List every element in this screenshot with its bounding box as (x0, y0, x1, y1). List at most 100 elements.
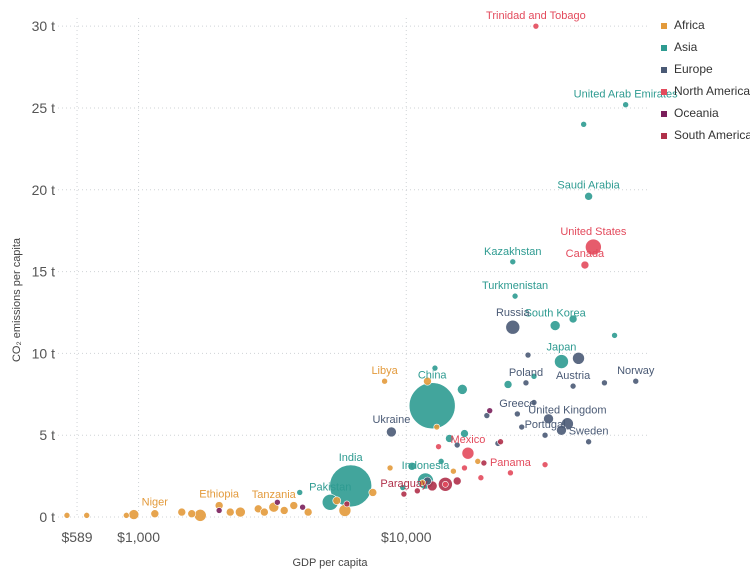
point-label: South Korea (525, 308, 587, 320)
point-label: Japan (546, 342, 576, 354)
data-point (601, 379, 608, 387)
data-point (299, 503, 306, 511)
data-point (480, 459, 488, 467)
point-label: Libya (371, 365, 398, 377)
point-label: Niger (142, 497, 169, 509)
data-point (497, 438, 504, 446)
legend-label: Europe (674, 62, 713, 76)
point-label: Sweden (569, 426, 609, 438)
data-point (543, 413, 554, 425)
data-point (450, 467, 457, 475)
data-point (235, 506, 246, 518)
data-point (332, 496, 342, 505)
data-point (445, 434, 454, 443)
y-tick-label: 15 t (32, 264, 55, 280)
point-label: Pakistan (309, 481, 351, 493)
point-label: Indonesia (402, 460, 451, 472)
data-point (530, 399, 538, 406)
data-point (461, 446, 475, 460)
data-point (549, 320, 561, 331)
data-point (431, 364, 439, 372)
point-label: Portugal (525, 419, 566, 431)
legend-swatch (661, 45, 667, 51)
data-point (632, 377, 640, 385)
data-point (123, 512, 130, 519)
point-label: Mexico (451, 434, 486, 446)
data-point (460, 429, 469, 438)
point-label: Ethiopia (199, 489, 240, 501)
data-point (518, 423, 526, 431)
data-point (511, 292, 519, 300)
point-label: Turkmenistan (482, 280, 548, 292)
data-point (541, 461, 549, 468)
legend-label: South America (674, 128, 750, 142)
data-point (408, 382, 456, 430)
data-point (541, 431, 549, 439)
data-point (584, 192, 593, 201)
legend-label: Oceania (674, 106, 719, 120)
y-tick-label: 0 t (39, 509, 55, 525)
data-point (622, 101, 629, 109)
data-point (407, 461, 417, 471)
data-point (260, 507, 269, 517)
point-label: Poland (509, 367, 543, 379)
data-point (343, 500, 351, 508)
data-point (419, 479, 426, 486)
data-point (225, 507, 235, 517)
data-point (530, 372, 538, 380)
legend-label: North America (674, 84, 750, 98)
data-point (442, 480, 449, 488)
legend-swatch (661, 133, 667, 139)
data-point (554, 354, 569, 369)
point-label: Saudi Arabia (557, 179, 620, 191)
data-point (507, 469, 514, 477)
data-point (414, 487, 421, 495)
legend-label: Asia (674, 40, 698, 54)
point-label: Panama (490, 457, 532, 469)
data-point (386, 426, 397, 438)
point-label: United Kingdom (528, 405, 606, 417)
point-labels: Niger Ethiopia Tanzania Libya China India Paki… (142, 10, 678, 509)
data-point (381, 377, 388, 385)
data-point (215, 507, 223, 514)
data-point (289, 501, 299, 510)
x-axis-ticks: $589 $1,000 $10,000 (61, 529, 431, 545)
data-point (486, 407, 494, 414)
data-point (585, 238, 602, 256)
y-axis-title: CO₂ emissions per capita (11, 237, 23, 362)
y-tick-label: 5 t (39, 427, 55, 443)
data-point (399, 484, 407, 491)
point-label: Tanzania (252, 489, 297, 501)
data-point (435, 443, 442, 450)
point-label: Greece (499, 398, 535, 410)
data-point (580, 121, 587, 128)
legend-swatch (661, 89, 667, 95)
x-tick-label: $10,000 (381, 529, 432, 545)
data-point (296, 489, 304, 496)
point-label: United Arab Emirates (574, 89, 678, 101)
legend: Africa Asia Europe North America Oceania Sout… (661, 18, 750, 142)
data-point (150, 509, 160, 519)
point-label: India (339, 452, 364, 464)
data-point (514, 410, 521, 418)
point-label: Canada (566, 248, 605, 260)
x-tick-label: $1,000 (117, 529, 160, 545)
data-point (303, 507, 313, 517)
points (63, 22, 640, 522)
point-label: China (418, 370, 448, 382)
point-label: Kazakhstan (484, 246, 541, 258)
y-tick-label: 30 t (32, 18, 55, 34)
data-point (503, 380, 513, 389)
point-label: Ukraine (372, 414, 410, 426)
point-label: Paraguay (380, 478, 428, 490)
data-point (522, 379, 530, 387)
data-point (611, 332, 618, 339)
y-axis-ticks: 0 t 5 t 10 t 15 t 20 t 25 t 30 t (32, 18, 55, 525)
legend-swatch (661, 67, 667, 73)
data-point (274, 498, 281, 506)
data-point (177, 507, 187, 517)
data-point (483, 412, 491, 419)
data-point (437, 458, 445, 465)
point-label: Russia (496, 307, 531, 319)
